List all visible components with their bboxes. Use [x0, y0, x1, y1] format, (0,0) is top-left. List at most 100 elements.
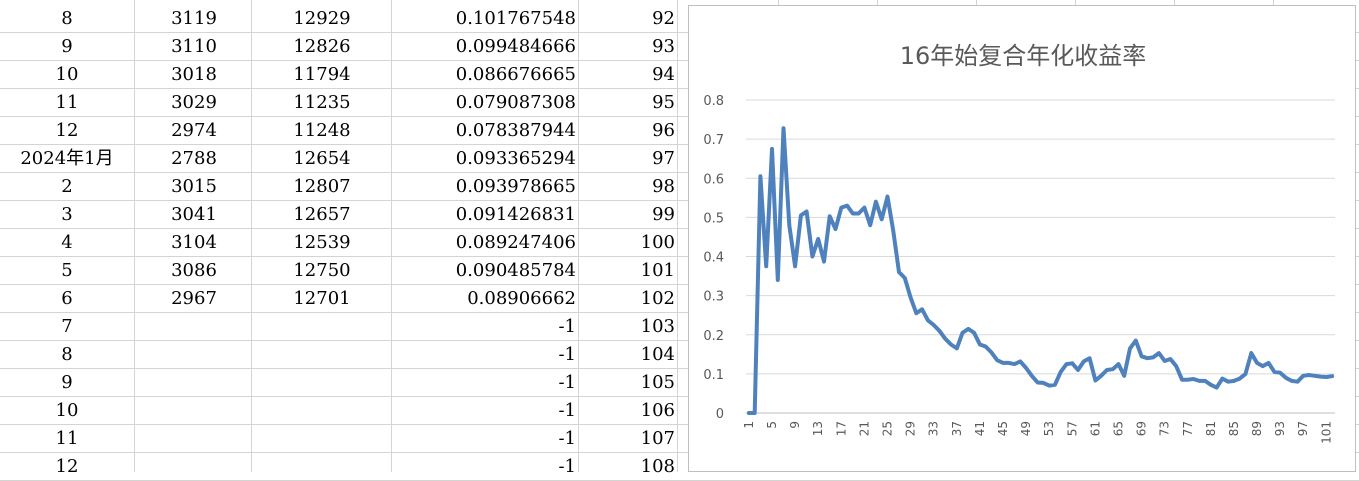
- y-tick-label: 0.6: [703, 172, 724, 187]
- table-cell[interactable]: 12701: [293, 288, 351, 309]
- table-cell[interactable]: 3015: [171, 176, 217, 197]
- table-cell[interactable]: 11248: [293, 120, 351, 141]
- y-tick-label: 0.8: [703, 94, 724, 109]
- table-cell[interactable]: 96: [652, 120, 675, 141]
- table-cell[interactable]: 97: [652, 148, 675, 169]
- table-cell[interactable]: 12807: [293, 176, 351, 197]
- table-cell[interactable]: [136, 313, 252, 341]
- x-tick-label: 53: [1042, 421, 1056, 436]
- table-cell[interactable]: 103: [640, 316, 675, 337]
- table-cell[interactable]: 0.086676665: [455, 64, 576, 85]
- table-cell[interactable]: 12826: [293, 36, 351, 57]
- table-row: 12 2974 11248 0.078387944 96: [0, 117, 700, 145]
- table-cell[interactable]: 11: [55, 428, 79, 449]
- table-cell[interactable]: 3029: [171, 92, 217, 113]
- table-cell[interactable]: [136, 425, 252, 453]
- table-cell[interactable]: 2967: [171, 288, 217, 309]
- row-divider: [0, 256, 1359, 257]
- column-divider: [134, 0, 135, 472]
- table-row: 11 3029 11235 0.079087308 95: [0, 89, 700, 117]
- table-cell[interactable]: -1: [558, 456, 576, 477]
- table-cell[interactable]: 3110: [171, 36, 217, 57]
- table-cell[interactable]: 0.079087308: [455, 92, 576, 113]
- table-cell[interactable]: [252, 341, 392, 369]
- table-cell[interactable]: 0.093978665: [455, 176, 576, 197]
- table-cell[interactable]: [136, 369, 252, 397]
- table-cell[interactable]: 9: [61, 36, 73, 57]
- table-cell[interactable]: 0.099484666: [455, 36, 576, 57]
- table-cell[interactable]: 106: [640, 400, 675, 421]
- table-cell[interactable]: 12657: [293, 204, 351, 225]
- table-cell[interactable]: 102: [640, 288, 675, 309]
- table-cell[interactable]: 0.093365294: [455, 148, 576, 169]
- table-cell[interactable]: 100: [640, 232, 675, 253]
- table-row: 4 3104 12539 0.089247406 100: [0, 229, 700, 257]
- table-cell[interactable]: 92: [652, 8, 675, 29]
- table-cell[interactable]: [252, 453, 392, 481]
- table-cell[interactable]: 0.078387944: [455, 120, 576, 141]
- table-cell[interactable]: [136, 341, 252, 369]
- table-cell[interactable]: [252, 397, 392, 425]
- table-cell[interactable]: 11: [55, 92, 79, 113]
- table-cell[interactable]: 6: [61, 288, 73, 309]
- table-cell[interactable]: -1: [558, 400, 576, 421]
- table-cell[interactable]: 9: [61, 372, 73, 393]
- table-cell[interactable]: 3104: [171, 232, 217, 253]
- table-cell[interactable]: 11235: [293, 92, 351, 113]
- table-cell[interactable]: 10: [55, 64, 79, 85]
- table-cell[interactable]: 0.090485784: [455, 260, 576, 281]
- table-cell[interactable]: 3041: [171, 204, 217, 225]
- table-cell[interactable]: 11794: [293, 64, 351, 85]
- table-cell[interactable]: 8: [61, 8, 73, 29]
- table-cell[interactable]: 2024年1月: [20, 148, 114, 169]
- table-cell[interactable]: 101: [640, 260, 675, 281]
- table-cell[interactable]: 0.091426831: [455, 204, 576, 225]
- table-cell[interactable]: 12539: [293, 232, 351, 253]
- table-cell[interactable]: [136, 397, 252, 425]
- table-cell[interactable]: 93: [652, 36, 675, 57]
- table-cell[interactable]: 0.101767548: [455, 8, 576, 29]
- table-cell[interactable]: 0.08906662: [467, 288, 576, 309]
- table-cell[interactable]: [136, 453, 252, 481]
- table-cell[interactable]: -1: [558, 428, 576, 449]
- table-cell[interactable]: 8: [61, 344, 73, 365]
- table-cell[interactable]: 12750: [293, 260, 351, 281]
- table-cell[interactable]: 108: [640, 456, 675, 477]
- table-cell[interactable]: 3018: [171, 64, 217, 85]
- table-cell[interactable]: 2: [61, 176, 73, 197]
- table-cell[interactable]: [252, 369, 392, 397]
- x-tick-label: 69: [1135, 421, 1149, 436]
- table-cell[interactable]: 12: [55, 456, 79, 477]
- x-tick-label: 41: [973, 421, 987, 436]
- table-cell[interactable]: 4: [61, 232, 73, 253]
- table-cell[interactable]: 94: [652, 64, 675, 85]
- table-cell[interactable]: 3119: [171, 8, 217, 29]
- table-cell[interactable]: 104: [640, 344, 675, 365]
- table-cell[interactable]: 105: [640, 372, 675, 393]
- table-cell[interactable]: 7: [61, 316, 73, 337]
- table-cell[interactable]: 3: [61, 204, 73, 225]
- table-cell[interactable]: -1: [558, 344, 576, 365]
- table-cell[interactable]: -1: [558, 372, 576, 393]
- table-cell[interactable]: -1: [558, 316, 576, 337]
- table-cell[interactable]: [252, 313, 392, 341]
- table-cell[interactable]: 95: [652, 92, 675, 113]
- row-divider: [0, 144, 1359, 145]
- table-cell[interactable]: 98: [652, 176, 675, 197]
- table-cell[interactable]: 99: [652, 204, 675, 225]
- table-cell[interactable]: 3086: [171, 260, 217, 281]
- x-tick-label: 13: [811, 421, 825, 436]
- table-cell[interactable]: 5: [61, 260, 73, 281]
- table-cell[interactable]: 10: [55, 400, 79, 421]
- x-tick-label: 81: [1204, 421, 1218, 436]
- table-cell[interactable]: 107: [640, 428, 675, 449]
- table-cell[interactable]: 12929: [293, 8, 351, 29]
- chart-area[interactable]: 16年始复合年化收益率 0 0.1 0.2 0.3 0.4 0.5 0.6 0.7 0.8 1 5 9 1…: [688, 5, 1356, 472]
- table-cell[interactable]: 2974: [171, 120, 217, 141]
- table-cell[interactable]: 0.089247406: [455, 232, 576, 253]
- table-cell[interactable]: 2788: [171, 148, 217, 169]
- table-cell[interactable]: 12654: [293, 148, 351, 169]
- table-cell[interactable]: [252, 425, 392, 453]
- table-cell[interactable]: 12: [55, 120, 79, 141]
